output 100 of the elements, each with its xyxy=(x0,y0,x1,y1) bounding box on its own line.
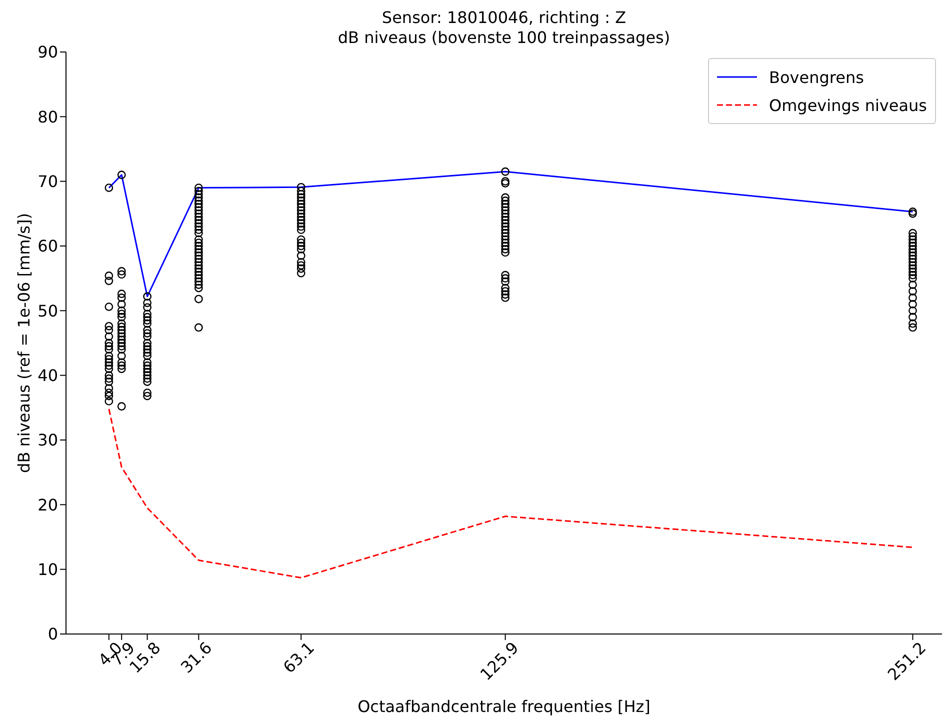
point xyxy=(194,200,203,208)
point xyxy=(194,294,203,304)
point xyxy=(117,352,126,360)
point xyxy=(143,310,152,318)
point xyxy=(908,228,917,238)
point xyxy=(104,302,114,311)
y-tick-label: 70 xyxy=(38,172,58,192)
point xyxy=(908,238,917,247)
point xyxy=(117,402,126,411)
point xyxy=(143,378,152,386)
point xyxy=(143,342,152,350)
point xyxy=(194,264,203,273)
point xyxy=(194,238,203,247)
point xyxy=(908,242,917,250)
point xyxy=(296,238,306,247)
point xyxy=(501,238,510,247)
point xyxy=(501,222,510,231)
point xyxy=(117,361,126,370)
point xyxy=(194,261,203,270)
point xyxy=(908,268,917,276)
point xyxy=(104,276,114,286)
point xyxy=(501,179,510,188)
y-tick-label: 90 xyxy=(38,42,58,62)
point xyxy=(908,287,917,296)
point xyxy=(296,203,306,212)
point xyxy=(143,292,152,301)
point xyxy=(104,384,114,392)
point xyxy=(501,245,510,254)
y-tick-label: 80 xyxy=(38,107,58,126)
point xyxy=(908,254,917,264)
point xyxy=(117,312,126,322)
point xyxy=(296,193,306,202)
point xyxy=(104,326,114,334)
point xyxy=(194,280,203,289)
point xyxy=(143,361,152,370)
point xyxy=(117,270,126,279)
point xyxy=(501,167,510,176)
point xyxy=(296,222,306,231)
point xyxy=(296,258,306,266)
point xyxy=(194,203,203,212)
point xyxy=(194,277,203,286)
point xyxy=(117,342,126,350)
chart-title: Sensor: 18010046, richting : Z xyxy=(380,8,628,28)
point xyxy=(143,319,152,328)
point xyxy=(296,190,306,198)
point xyxy=(908,280,917,289)
point xyxy=(143,332,152,341)
point xyxy=(194,242,203,250)
point xyxy=(194,270,203,280)
point xyxy=(501,235,510,244)
point xyxy=(501,226,510,234)
point xyxy=(143,371,152,380)
point xyxy=(296,245,306,254)
point xyxy=(501,196,510,205)
point xyxy=(296,196,306,205)
point xyxy=(908,248,917,257)
point xyxy=(117,336,126,344)
point xyxy=(501,290,510,299)
point xyxy=(194,245,203,254)
point xyxy=(908,323,917,332)
point xyxy=(296,212,306,222)
point xyxy=(501,270,510,280)
point xyxy=(143,364,152,374)
point xyxy=(117,338,126,348)
point xyxy=(194,219,203,228)
point xyxy=(501,219,510,228)
point xyxy=(143,345,152,354)
point xyxy=(501,277,510,286)
legend-label: Omgevings niveaus xyxy=(769,96,927,114)
point xyxy=(143,326,152,334)
point xyxy=(117,329,126,338)
y-tick-label: 60 xyxy=(38,236,58,256)
y-tick-label: 0 xyxy=(48,624,58,644)
point xyxy=(117,310,126,318)
point xyxy=(501,206,510,215)
point xyxy=(143,392,152,400)
point xyxy=(296,235,306,244)
point xyxy=(104,352,114,360)
point xyxy=(908,258,917,266)
point xyxy=(501,212,510,222)
y-tick-label: 50 xyxy=(38,301,58,320)
point xyxy=(117,332,126,341)
point xyxy=(104,338,114,348)
point xyxy=(104,374,114,383)
point xyxy=(501,232,510,240)
y-tick-label: 30 xyxy=(38,430,58,450)
point xyxy=(194,193,203,202)
point xyxy=(104,272,114,280)
point xyxy=(908,232,917,240)
point xyxy=(104,184,114,192)
point xyxy=(143,388,152,397)
point xyxy=(296,226,306,234)
point xyxy=(104,397,114,406)
point xyxy=(194,258,203,266)
point xyxy=(117,306,126,315)
point xyxy=(908,294,917,302)
point xyxy=(117,294,126,302)
y-axis-title: dB niveaus (ref = 1e-06 [mm/s]) xyxy=(14,213,34,473)
point xyxy=(104,342,114,350)
point xyxy=(117,290,126,298)
